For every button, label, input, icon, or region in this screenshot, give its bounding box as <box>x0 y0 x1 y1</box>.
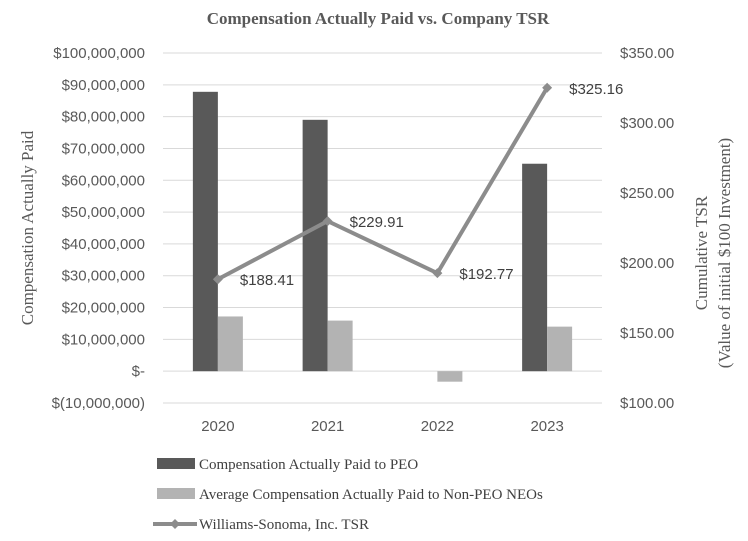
tsr-point-2020 <box>212 274 223 285</box>
left-tick-label: $50,000,000 <box>62 204 145 221</box>
tsr-point-2023 <box>542 82 553 93</box>
bar-non-peo-2022 <box>437 371 463 382</box>
left-tick-label: $60,000,000 <box>62 172 145 189</box>
legend-label-2: Williams-Sonoma, Inc. TSR <box>199 517 369 533</box>
right-tick-label: $300.00 <box>620 115 674 132</box>
left-tick-label: $40,000,000 <box>62 236 145 253</box>
bar-non-peo-2020 <box>217 316 243 372</box>
left-tick-label: $20,000,000 <box>62 300 145 317</box>
left-tick-label: $80,000,000 <box>62 109 145 126</box>
right-axis-subtitle: (Value of initial $100 Investment) <box>715 138 734 368</box>
tsr-data-label: $325.16 <box>569 81 623 98</box>
left-tick-label: $90,000,000 <box>62 77 145 94</box>
right-axis-ticks: $350.00 $300.00 $250.00 $200.00 $150.00 $100.… <box>620 45 674 412</box>
right-tick-label: $150.00 <box>620 325 674 342</box>
tsr-data-label: $188.41 <box>240 272 294 289</box>
tsr-point-2021 <box>322 216 333 227</box>
tsr-line: $188.41 $229.91 $192.77 $325.16 <box>212 81 623 289</box>
left-axis-title: Compensation Actually Paid <box>18 130 37 325</box>
right-tick-label: $350.00 <box>620 45 674 62</box>
bar-non-peo-2021 <box>327 320 353 372</box>
legend-label-1: Average Compensation Actually Paid to No… <box>199 487 543 503</box>
legend: Compensation Actually Paid to PEO Average… <box>153 457 543 533</box>
bars <box>192 91 573 382</box>
bar-peo-2023 <box>522 163 548 372</box>
x-tick-label: 2023 <box>530 418 563 435</box>
x-tick-label: 2021 <box>311 418 344 435</box>
left-axis-ticks: $100,000,000 $90,000,000 $80,000,000 $70,00… <box>52 45 145 412</box>
tsr-line-path <box>216 86 549 281</box>
tsr-data-label: $229.91 <box>350 214 404 231</box>
left-tick-label: $10,000,000 <box>62 331 145 348</box>
bar-peo-2021 <box>302 119 328 372</box>
legend-marker-swatch <box>170 519 180 529</box>
right-tick-label: $100.00 <box>620 395 674 412</box>
right-tick-label: $200.00 <box>620 255 674 272</box>
right-axis-title: Cumulative TSR <box>692 195 711 310</box>
legend-label-0: Compensation Actually Paid to PEO <box>199 457 418 473</box>
left-tick-label: $(10,000,000) <box>52 395 145 412</box>
tsr-data-label: $192.77 <box>459 266 513 283</box>
x-tick-label: 2020 <box>201 418 234 435</box>
x-tick-label: 2022 <box>421 418 454 435</box>
chart-title: Compensation Actually Paid vs. Company T… <box>207 9 550 28</box>
legend-swatch-0 <box>157 458 195 469</box>
x-axis-ticks: 2020 2021 2022 2023 <box>201 418 564 435</box>
left-tick-label: $- <box>132 363 145 380</box>
left-tick-label: $70,000,000 <box>62 140 145 157</box>
left-tick-label: $30,000,000 <box>62 268 145 285</box>
tsr-point-2022 <box>432 268 443 279</box>
legend-swatch-1 <box>157 488 195 499</box>
right-tick-label: $250.00 <box>620 185 674 202</box>
bar-peo-2020 <box>192 91 218 372</box>
bar-non-peo-2023 <box>547 326 573 372</box>
left-tick-label: $100,000,000 <box>53 45 145 62</box>
